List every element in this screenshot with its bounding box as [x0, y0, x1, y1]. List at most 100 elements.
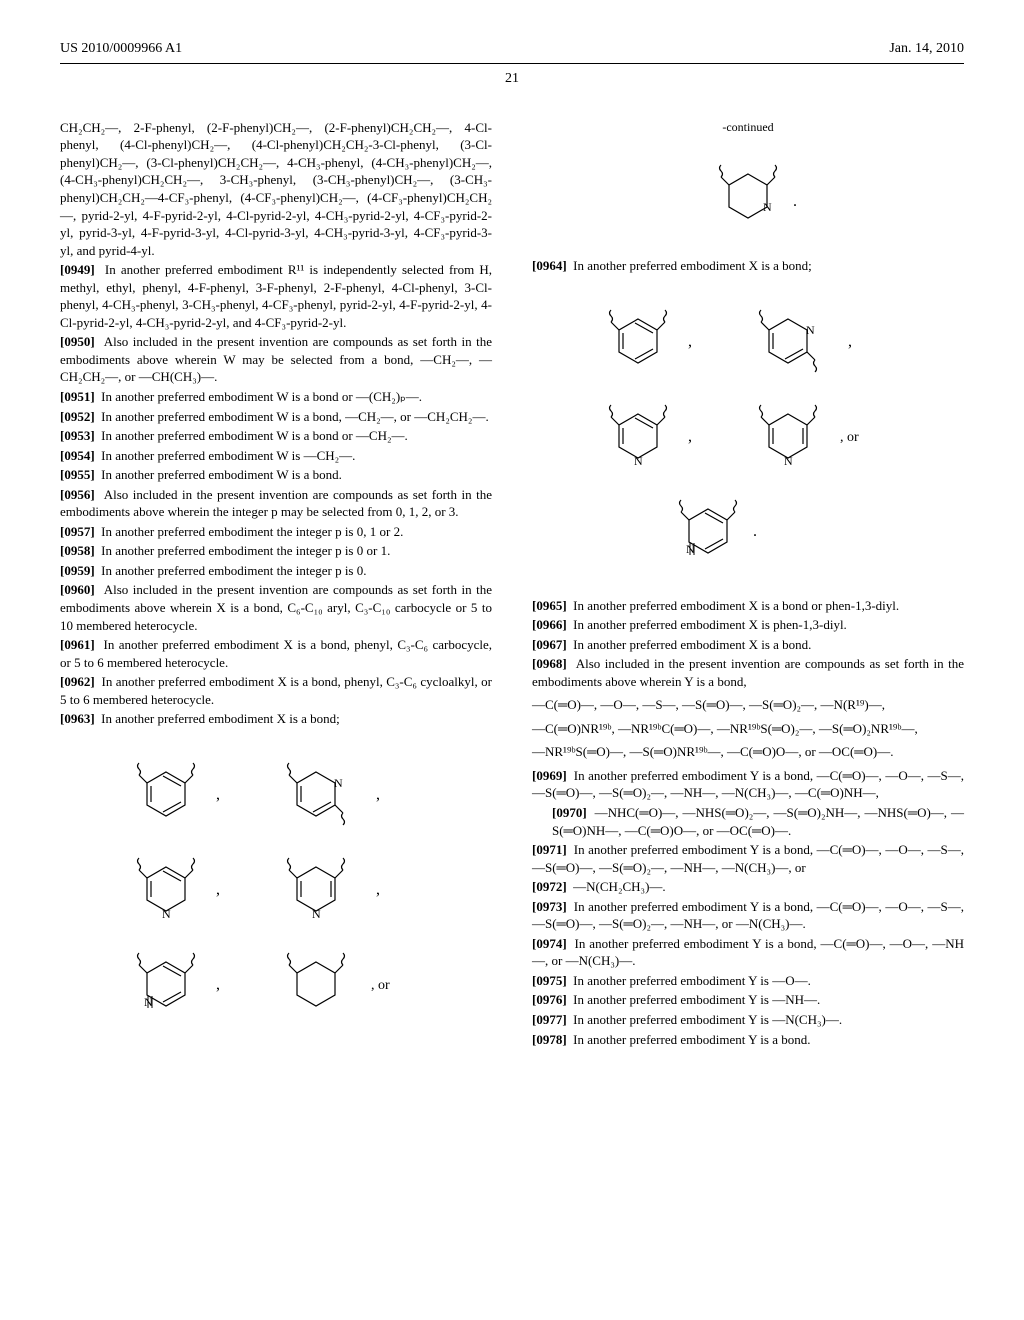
bracket-0967: [0967]: [532, 637, 567, 652]
para-0970: [0970] —NHC(═O)—, —NHS(═O)₂—, —S(═O)₂NH—…: [552, 804, 964, 839]
bracket-0950: [0950]: [60, 334, 95, 349]
text-0973: In another preferred embodiment Y is a b…: [532, 899, 964, 932]
svg-text:, or: , or: [371, 978, 390, 993]
svg-text:, or: , or: [840, 430, 859, 445]
bracket-0960: [0960]: [60, 582, 95, 597]
para-0971: [0971] In another preferred embodiment Y…: [532, 841, 964, 876]
text-0963: In another preferred embodiment X is a b…: [101, 711, 340, 726]
text-0978: In another preferred embodiment Y is a b…: [573, 1032, 810, 1047]
bracket-0973: [0973]: [532, 899, 567, 914]
page-header: US 2010/0009966 A1 Jan. 14, 2010: [60, 40, 964, 59]
para-0967: [0967] In another preferred embodiment X…: [532, 636, 964, 654]
bracket-0965: [0965]: [532, 598, 567, 613]
chem-structures-right-svg: , N ,: [558, 291, 938, 581]
text-0952: In another preferred embodiment W is a b…: [101, 409, 489, 424]
para-0959: [0959] In another preferred embodiment t…: [60, 562, 492, 580]
para-0969: [0969] In another preferred embodiment Y…: [532, 767, 964, 802]
para-0965: [0965] In another preferred embodiment X…: [532, 597, 964, 615]
para-0953: [0953] In another preferred embodiment W…: [60, 427, 492, 445]
bracket-0966: [0966]: [532, 617, 567, 632]
chem-structures-left-svg: , N ,: [86, 744, 466, 1034]
text-0976: In another preferred embodiment Y is —NH…: [573, 992, 820, 1007]
formula-2: —C(═O)NR¹⁹ᵇ, —NR¹⁹ᵇC(═O)—, —NR¹⁹ᵇS(═O)₂—…: [532, 720, 964, 738]
para-0960: [0960] Also included in the present inve…: [60, 581, 492, 634]
text-0964: In another preferred embodiment X is a b…: [573, 258, 812, 273]
para-0974: [0974] In another preferred embodiment Y…: [532, 935, 964, 970]
para-0961: [0961] In another preferred embodiment X…: [60, 636, 492, 671]
right-column: -continued N . [0964] In another preferr…: [532, 119, 964, 1050]
bracket-0964: [0964]: [532, 258, 567, 273]
para-0977: [0977] In another preferred embodiment Y…: [532, 1011, 964, 1029]
text-0958: In another preferred embodiment the inte…: [101, 543, 390, 558]
formula-1: —C(═O)—, —O—, —S—, —S(═O)—, —S(═O)₂—, —N…: [532, 696, 964, 714]
para-0964: [0964] In another preferred embodiment X…: [532, 257, 964, 275]
text-0974: In another preferred embodiment Y is a b…: [532, 936, 964, 969]
para-0973: [0973] In another preferred embodiment Y…: [532, 898, 964, 933]
publication-number: US 2010/0009966 A1: [60, 40, 182, 59]
bracket-0957: [0957]: [60, 524, 95, 539]
bracket-0952: [0952]: [60, 409, 95, 424]
text-0956: Also included in the present invention a…: [60, 487, 492, 520]
text-0950: Also included in the present invention a…: [60, 334, 492, 384]
para-0975: [0975] In another preferred embodiment Y…: [532, 972, 964, 990]
svg-text:.: .: [793, 193, 797, 210]
text-0972: —N(CH₂CH₃)—.: [573, 879, 665, 894]
svg-text:N: N: [763, 200, 772, 214]
bracket-0972: [0972]: [532, 879, 567, 894]
text-0957: In another preferred embodiment the inte…: [101, 524, 403, 539]
svg-text:N: N: [334, 776, 343, 790]
para-0962: [0962] In another preferred embodiment X…: [60, 673, 492, 708]
svg-text:,: ,: [216, 786, 220, 803]
para-0957: [0957] In another preferred embodiment t…: [60, 523, 492, 541]
svg-text:,: ,: [688, 428, 692, 445]
para-0951: [0951] In another preferred embodiment W…: [60, 388, 492, 406]
svg-text:,: ,: [688, 333, 692, 350]
bracket-0961: [0961]: [60, 637, 95, 652]
bracket-0969: [0969]: [532, 768, 567, 783]
para-0952: [0952] In another preferred embodiment W…: [60, 408, 492, 426]
svg-text:N: N: [784, 454, 793, 468]
para-0956: [0956] Also included in the present inve…: [60, 486, 492, 521]
para-0978: [0978] In another preferred embodiment Y…: [532, 1031, 964, 1049]
text-0949: In another preferred embodiment R¹¹ is i…: [60, 262, 492, 330]
chem-structure-block-right-mid: , N ,: [532, 291, 964, 581]
continued-label: -continued: [532, 119, 964, 135]
bracket-0958: [0958]: [60, 543, 95, 558]
bracket-0976: [0976]: [532, 992, 567, 1007]
svg-text:,: ,: [376, 881, 380, 898]
publication-date: Jan. 14, 2010: [889, 40, 964, 59]
para-0976: [0976] In another preferred embodiment Y…: [532, 991, 964, 1009]
bracket-0968: [0968]: [532, 656, 567, 671]
bracket-0971: [0971]: [532, 842, 567, 857]
svg-text:N: N: [162, 907, 171, 921]
text-0961: In another preferred embodiment X is a b…: [60, 637, 492, 670]
para-0966: [0966] In another preferred embodiment X…: [532, 616, 964, 634]
text-0967: In another preferred embodiment X is a b…: [573, 637, 811, 652]
chem-structure-piperidinyl: N .: [673, 151, 823, 241]
svg-text:N: N: [806, 323, 815, 337]
chem-structure-block-right-top: N .: [532, 151, 964, 241]
text-0953: In another preferred embodiment W is a b…: [101, 428, 408, 443]
bracket-0978: [0978]: [532, 1032, 567, 1047]
text-0966: In another preferred embodiment X is phe…: [573, 617, 847, 632]
para-0955: [0955] In another preferred embodiment W…: [60, 466, 492, 484]
bracket-0963: [0963]: [60, 711, 95, 726]
bracket-0970: [0970]: [552, 805, 587, 820]
page-number: 21: [60, 70, 964, 89]
text-0968: Also included in the present invention a…: [532, 656, 964, 689]
text-0954: In another preferred embodiment W is —CH…: [101, 448, 355, 463]
svg-text:N: N: [634, 454, 643, 468]
bracket-0953: [0953]: [60, 428, 95, 443]
text-0965: In another preferred embodiment X is a b…: [573, 598, 899, 613]
para-0963: [0963] In another preferred embodiment X…: [60, 710, 492, 728]
para-0954: [0954] In another preferred embodiment W…: [60, 447, 492, 465]
bracket-0962: [0962]: [60, 674, 95, 689]
svg-text:.: .: [753, 523, 757, 540]
svg-text:,: ,: [848, 333, 852, 350]
formula-3: —NR¹⁹ᵇS(═O)—, —S(═O)NR¹⁹ᵇ—, —C(═O)O—, or…: [532, 743, 964, 761]
bracket-0951: [0951]: [60, 389, 95, 404]
svg-text:,: ,: [216, 881, 220, 898]
bracket-0954: [0954]: [60, 448, 95, 463]
text-0955: In another preferred embodiment W is a b…: [101, 467, 342, 482]
two-column-layout: CH₂CH₂—, 2-F-phenyl, (2-F-phenyl)CH₂—, (…: [60, 119, 964, 1050]
